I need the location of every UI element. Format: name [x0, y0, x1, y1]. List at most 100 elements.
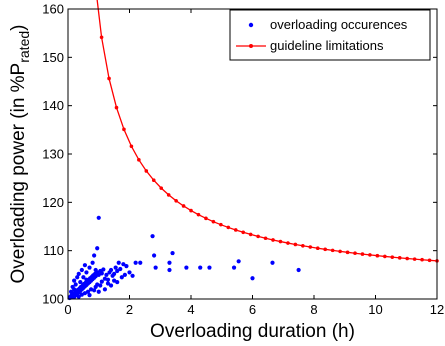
- overloading-point: [76, 294, 81, 299]
- overloading-point: [104, 272, 109, 277]
- overloading-point: [73, 282, 78, 287]
- overloading-point: [96, 215, 101, 220]
- overloading-point: [121, 262, 126, 267]
- x-tick-label: 8: [310, 302, 317, 317]
- overloading-point: [108, 283, 114, 288]
- guideline-point: [233, 228, 238, 232]
- x-tick-label: 0: [64, 302, 71, 317]
- legend-box: [229, 9, 431, 61]
- overloading-point: [93, 267, 98, 273]
- x-tick-label: 4: [187, 302, 194, 317]
- overloading-point: [87, 265, 92, 270]
- overloading-point: [152, 253, 157, 258]
- guideline-point: [107, 76, 111, 81]
- guideline-point: [405, 256, 409, 261]
- overloading-point: [170, 250, 175, 256]
- guideline-point: [368, 253, 372, 257]
- legend: overloading occurences guideline limitat…: [229, 9, 431, 61]
- guideline-point: [390, 255, 395, 259]
- y-axis-label: Overloading power (in %Prated): [8, 25, 32, 284]
- overloading-point: [236, 259, 241, 264]
- x-tick-label: 10: [368, 302, 382, 317]
- overloading-point: [119, 275, 124, 280]
- guideline-point: [174, 198, 178, 203]
- overloading-point: [85, 289, 91, 294]
- guideline-point: [204, 216, 208, 221]
- guideline-point: [286, 241, 290, 245]
- x-axis-label: Overloading duration (h): [150, 321, 355, 342]
- guideline-point: [315, 246, 320, 251]
- y-tick-label: 100: [42, 292, 64, 307]
- overloading-point: [112, 278, 117, 283]
- guideline-point: [301, 243, 305, 248]
- overloading-point: [76, 271, 81, 276]
- overloading-point: [75, 275, 80, 280]
- guideline-point: [248, 232, 253, 237]
- overloading-point: [127, 270, 132, 275]
- overloading-point: [167, 260, 172, 265]
- guideline-point: [427, 258, 432, 263]
- guideline-point: [360, 252, 365, 256]
- overloading-point: [87, 293, 92, 298]
- overloading-point: [68, 289, 74, 294]
- x-tick-label: 6: [249, 302, 256, 317]
- overloading-point: [113, 265, 118, 270]
- guideline-point: [114, 105, 119, 110]
- overloading-point: [108, 267, 114, 273]
- overloading-point: [231, 265, 237, 270]
- overloading-point: [84, 277, 89, 282]
- overloading-point: [105, 281, 111, 286]
- overloading-point: [118, 266, 123, 272]
- y-tick-label: 110: [43, 243, 64, 258]
- y-tick-label: 140: [42, 98, 64, 113]
- overloading-point: [122, 272, 127, 277]
- overloading-point: [270, 260, 275, 265]
- guideline-point: [151, 178, 156, 183]
- overloading-point: [92, 288, 97, 293]
- guideline-point: [278, 239, 283, 244]
- overloading-point: [167, 267, 172, 273]
- guideline-point: [420, 257, 424, 262]
- overloading-point: [72, 278, 77, 283]
- guideline-point: [189, 208, 193, 213]
- overloading-point: [112, 271, 117, 276]
- overloading-point: [207, 265, 212, 270]
- guideline-point: [330, 248, 335, 253]
- legend-label-overloading-occurences: overloading occurences: [270, 17, 408, 32]
- legend-label-guideline-limitations: guideline limitations: [270, 38, 384, 53]
- guideline-point: [219, 222, 223, 227]
- guideline-point: [383, 254, 387, 259]
- guideline-point: [196, 212, 201, 217]
- overloading-point: [79, 267, 84, 273]
- guideline-point: [345, 250, 350, 255]
- x-tick-label: 12: [430, 302, 444, 317]
- y-tick-label: 120: [42, 195, 64, 210]
- guideline-point: [137, 158, 141, 162]
- plot-area: [67, 0, 439, 301]
- overloading-point: [105, 277, 111, 282]
- overloading-point: [92, 253, 97, 258]
- y-axis-label-subscript: rated: [16, 31, 32, 63]
- y-tick-label: 160: [42, 2, 64, 17]
- overloading-point: [78, 279, 83, 285]
- overloading-point: [99, 271, 104, 276]
- overloading-point: [99, 279, 104, 284]
- guideline-point: [226, 225, 231, 230]
- guideline-point: [159, 186, 164, 190]
- y-tick-label: 150: [42, 50, 64, 65]
- overloading-point: [184, 265, 189, 270]
- guideline-point: [338, 249, 342, 254]
- guideline-point: [308, 245, 313, 249]
- overloading-point: [116, 260, 121, 265]
- overloading-point: [81, 275, 86, 280]
- overloading-point: [296, 267, 301, 273]
- y-axis-ticks: 100 110 120 130 140 150 160: [42, 2, 437, 307]
- guideline-point: [263, 236, 268, 241]
- guideline-point: [166, 193, 171, 197]
- guideline-point: [181, 204, 186, 208]
- y-tick-label: 130: [42, 147, 64, 162]
- guideline-point: [99, 35, 104, 40]
- x-tick-label: 2: [126, 302, 133, 317]
- overloading-point: [70, 284, 75, 290]
